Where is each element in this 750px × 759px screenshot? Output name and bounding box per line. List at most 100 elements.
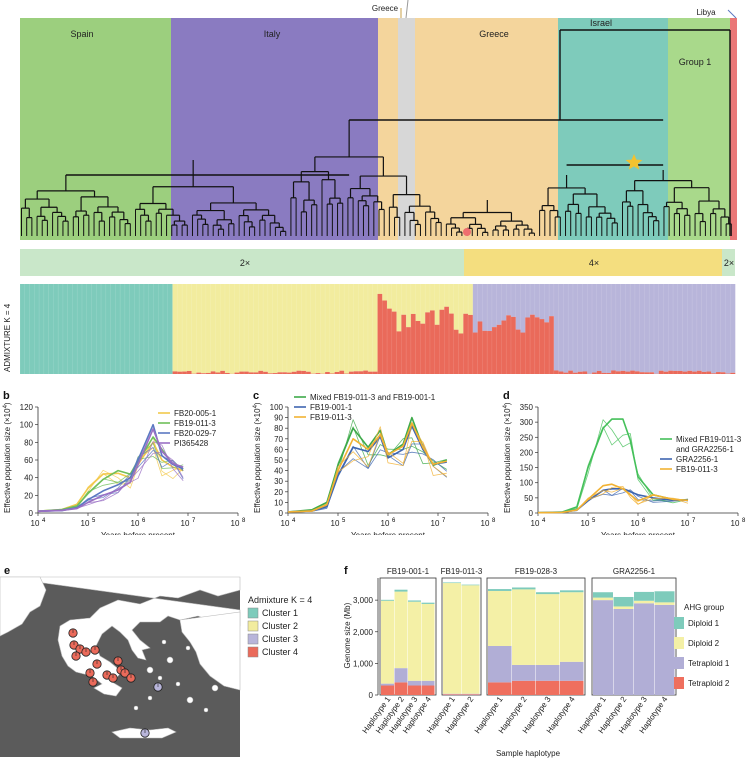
legend-label-cluster3: Cluster 3 — [262, 634, 298, 644]
stacked-bar-segment — [408, 601, 421, 681]
x-tick-label: 10 — [31, 519, 40, 528]
stacked-bar-segment — [443, 694, 461, 695]
map-legend: Admixture K = 4 Cluster 1 Cluster 2 Clus… — [247, 595, 312, 658]
x-tick-label: 10 — [531, 519, 540, 528]
phylogenetic-tree — [21, 29, 732, 236]
stacked-bar-segment — [421, 602, 435, 604]
y-tick-label: 2,000 — [353, 628, 374, 637]
stacked-bar-segment — [421, 603, 435, 681]
legend-swatch — [674, 637, 684, 649]
stacked-bar-segment — [408, 600, 421, 602]
legend-label: and GRA2256-1 — [676, 445, 734, 454]
x-tick-exponent: 4 — [292, 518, 296, 524]
panel-b-psmc: b020406080100120104105106107108Years bef… — [3, 390, 246, 535]
series-line-fb19-011-3 — [287, 423, 447, 513]
star-marker-icon — [625, 154, 643, 170]
stacked-bar-segment — [654, 591, 675, 603]
stacked-bar-segment — [394, 591, 408, 669]
legend-label-cluster4: Cluster 4 — [262, 647, 298, 657]
legend-label-cluster1: Cluster 1 — [262, 608, 298, 618]
top-label-greece: Greece — [372, 4, 399, 13]
x-tick-exponent: 8 — [492, 518, 496, 524]
x-tick-label: 10 — [331, 519, 340, 528]
y-tick-label: 80 — [274, 424, 283, 433]
legend-swatch-cluster3 — [247, 633, 259, 645]
panel-letter-d: d — [503, 390, 510, 402]
stacked-bar-segment — [536, 594, 560, 665]
stacked-bar-segment — [560, 680, 584, 695]
y-tick-label: 200 — [520, 448, 534, 457]
region-block-greece — [415, 18, 558, 240]
x-axis-label: Years before present — [351, 531, 426, 535]
stacked-bar-segment — [461, 584, 480, 586]
stacked-bar-segment — [613, 596, 634, 607]
island-shape — [185, 645, 191, 651]
stacked-bar-segment — [488, 682, 512, 695]
legend-swatch — [674, 657, 684, 669]
stacked-bar-segment — [634, 603, 654, 695]
y-tick-label: 10 — [274, 498, 283, 507]
legend-label: FB19-011-3 — [174, 419, 216, 428]
node-marker-icon — [463, 228, 471, 236]
x-tick-label: 10 — [681, 519, 690, 528]
stacked-bar-segment — [654, 604, 675, 695]
y-tick-label: 50 — [524, 494, 533, 503]
legend-swatch — [674, 617, 684, 629]
ploidy-label-4x: 4× — [589, 258, 599, 268]
region-blocks — [20, 18, 737, 240]
map-turkey — [179, 611, 241, 691]
stacked-bar-segment — [443, 583, 461, 694]
stacked-bar-segment — [461, 693, 480, 695]
group-label: FB19-011-3 — [441, 567, 483, 576]
ploidy-2x-left — [20, 249, 464, 276]
stacked-bar-segment — [443, 693, 461, 695]
top-label-libya: Libya — [696, 8, 716, 17]
y-tick-label: 40 — [24, 474, 33, 483]
series-line-fb19-011-3 — [537, 487, 689, 514]
panel-a-phylogeny: Spain Italy Greece Israel Group 1 Greece… — [3, 0, 737, 374]
series-line-gra2256-1 — [537, 489, 689, 514]
island-shape — [133, 705, 139, 711]
y-tick-label: 100 — [520, 479, 534, 488]
series-line-fb20-029-7 — [37, 449, 184, 513]
admixture-axis-label: ADMIXTURE K = 4 — [3, 303, 12, 372]
x-tick-exponent: 6 — [142, 518, 146, 524]
panel-c-psmc: c0102030405060708090100104105106107108Ye… — [253, 390, 496, 535]
legend-swatch — [674, 677, 684, 689]
y-tick-label: 1,000 — [353, 659, 374, 668]
series-line-fb20-005-1 — [37, 441, 184, 512]
panel-letter-e: e — [4, 565, 10, 577]
admixture-bars — [19, 284, 736, 374]
series-line-fb19-001-1 — [287, 445, 448, 513]
x-tick-label: 10 — [381, 519, 390, 528]
series-line-fb19-011-3 — [37, 436, 184, 512]
region-block-libya — [730, 18, 737, 240]
y-tick-label: 150 — [520, 464, 534, 473]
stacked-bar-segment — [654, 602, 675, 605]
x-tick-label: 10 — [281, 519, 290, 528]
group-label: FB19-028-3 — [515, 567, 558, 576]
stacked-bar-segment — [381, 600, 394, 684]
x-tick-label: 10 — [581, 519, 590, 528]
stacked-bar-segment — [634, 600, 654, 604]
legend-label: Diploid 1 — [688, 619, 720, 628]
y-tick-label: 60 — [24, 456, 33, 465]
island-shape — [175, 681, 181, 687]
legend-swatch-cluster4 — [247, 646, 259, 658]
x-tick-exponent: 5 — [592, 518, 596, 524]
legend-label: Tetraploid 1 — [688, 659, 730, 668]
x-tick-label: 10 — [231, 519, 240, 528]
stacked-bar-segment — [461, 694, 480, 695]
x-tick-label: 10 — [731, 519, 740, 528]
stacked-bar-segment — [408, 680, 421, 686]
legend-label: Diploid 2 — [688, 639, 720, 648]
island-shape — [146, 666, 154, 674]
stacked-bar-segment — [536, 680, 560, 695]
stacked-bar-segment — [512, 680, 536, 695]
x-tick-exponent: 5 — [92, 518, 96, 524]
legend-label-cluster2: Cluster 2 — [262, 621, 298, 631]
y-tick-label: 350 — [520, 403, 534, 412]
stacked-bar-segment — [593, 600, 613, 695]
stacked-bar-segment — [381, 685, 394, 695]
map-mainland-west — [0, 576, 47, 637]
